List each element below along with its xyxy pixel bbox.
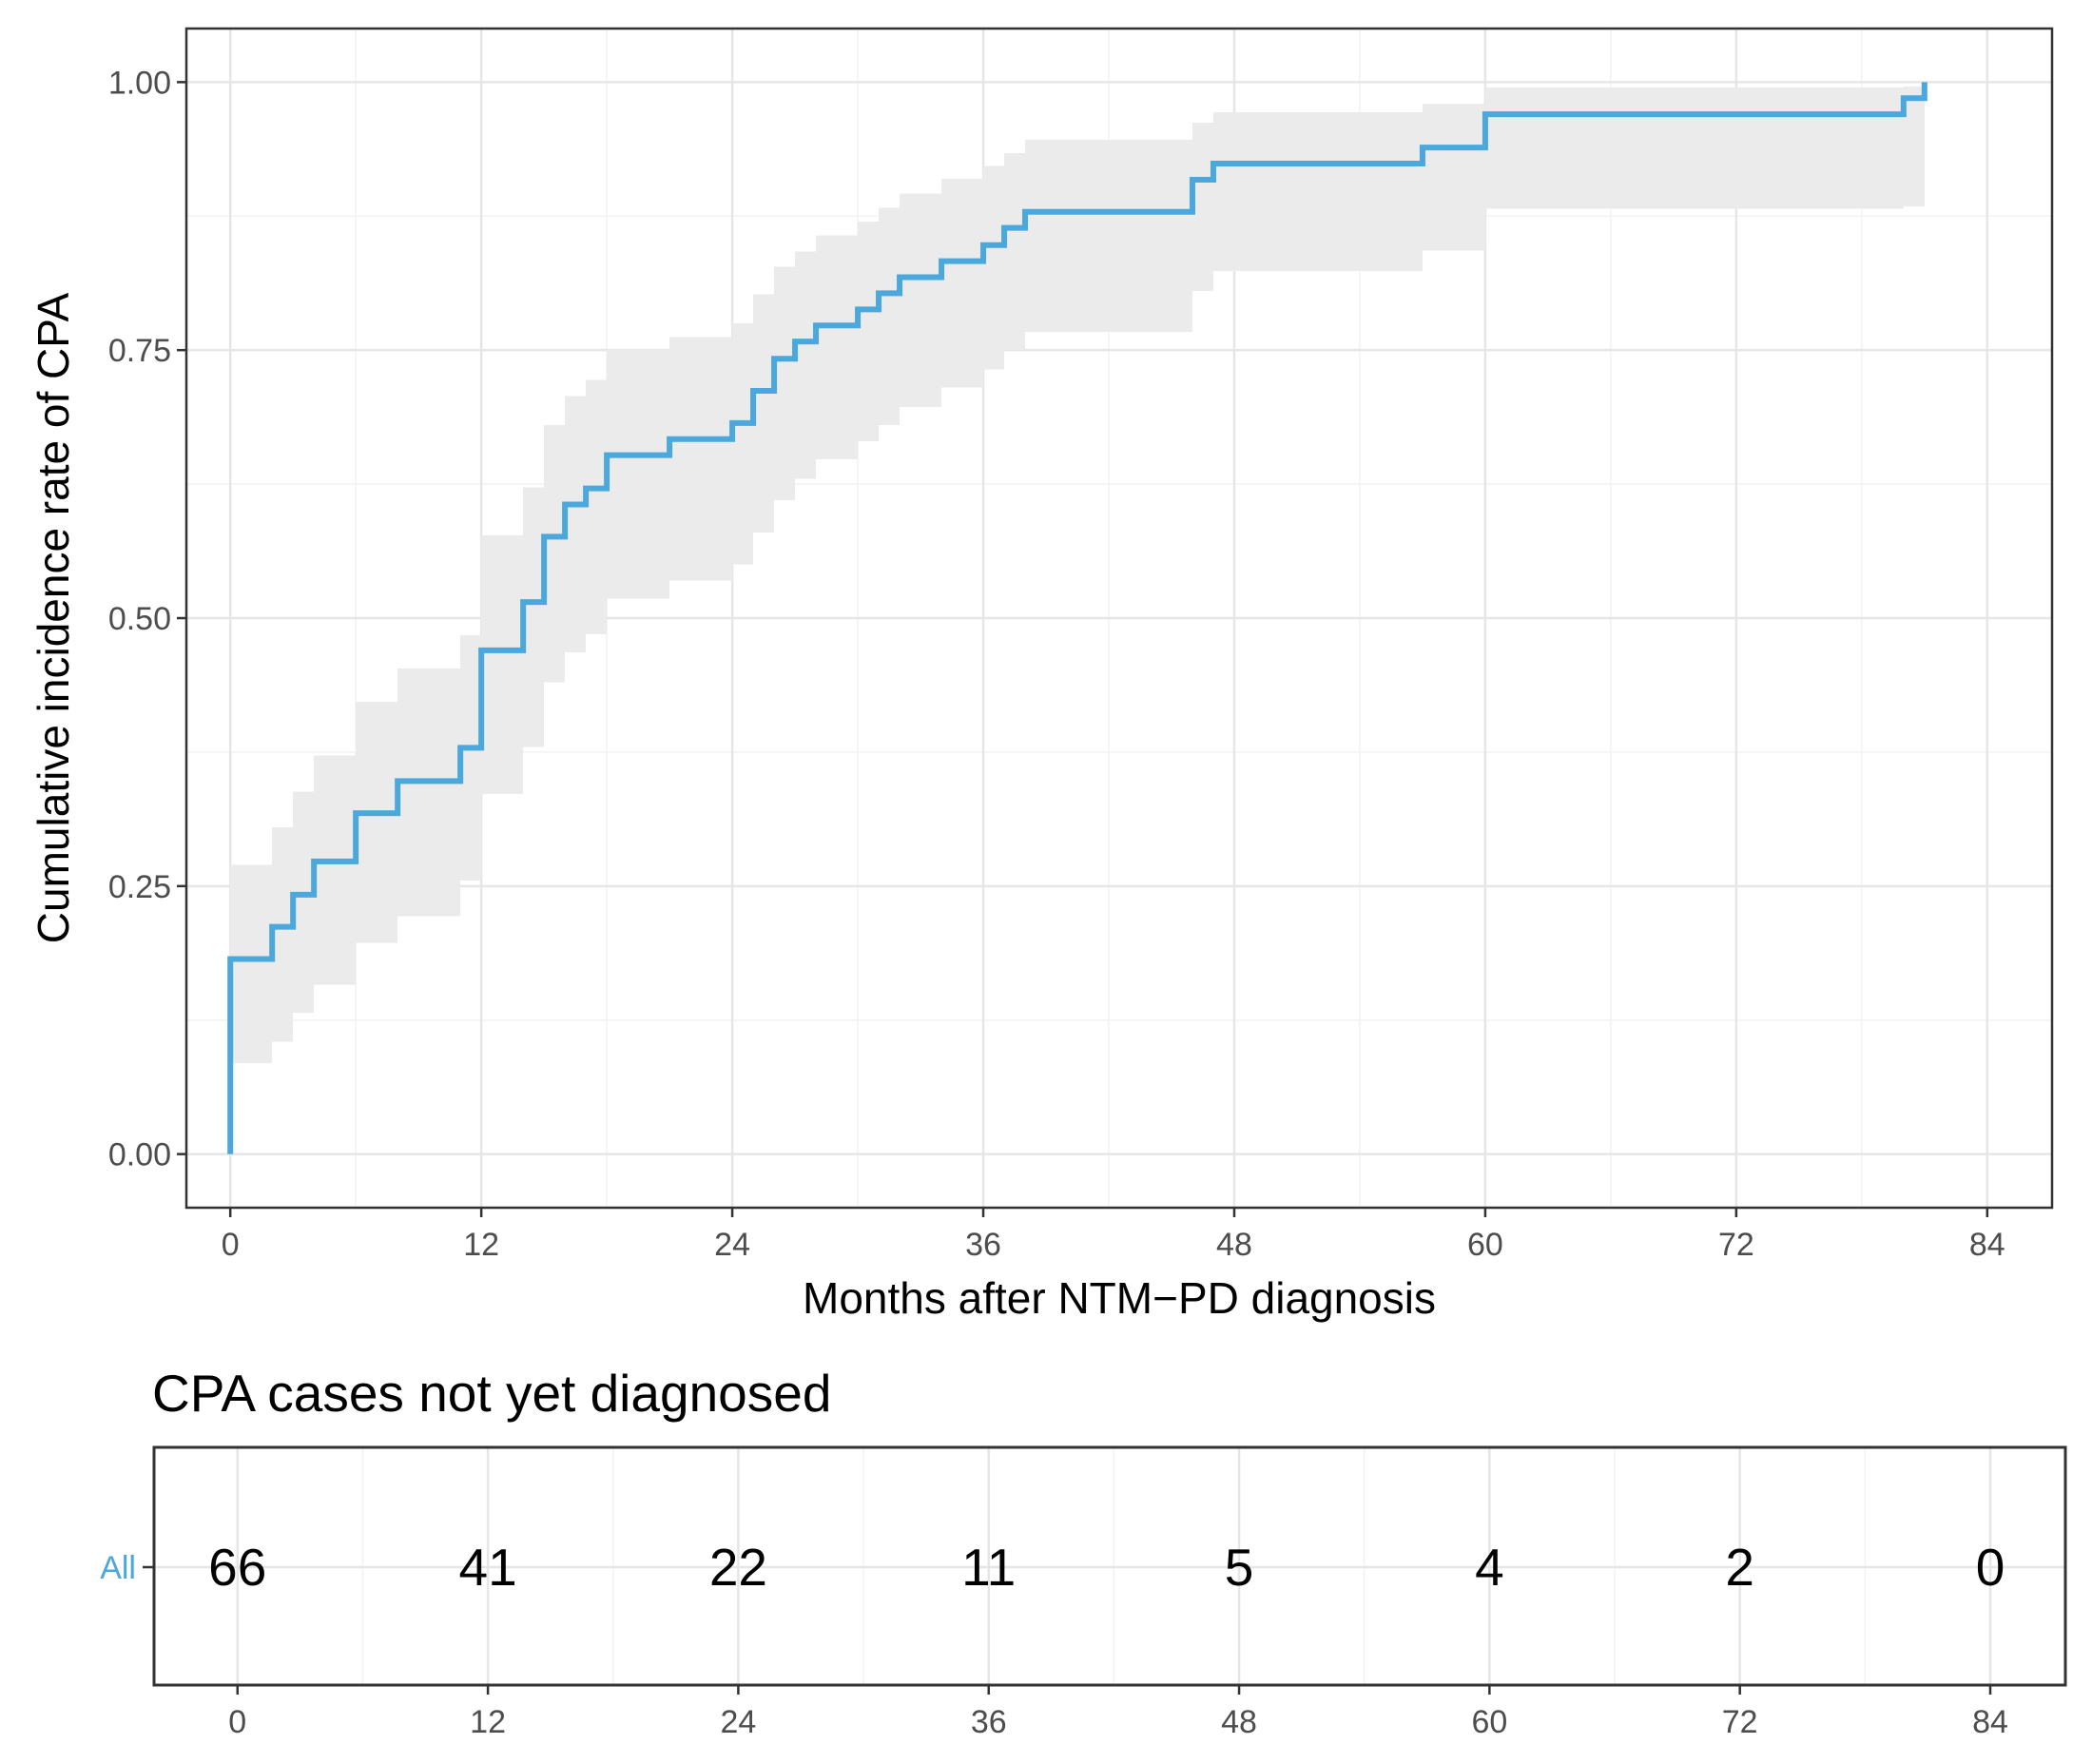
x-tick-label: 72 xyxy=(1718,1227,1754,1263)
confidence-band-step xyxy=(816,235,859,460)
confidence-band-step xyxy=(1025,140,1192,333)
x-axis-ticks: 0 12 24 36 48 60 72 84 xyxy=(222,1208,2005,1263)
row-label-all: All xyxy=(100,1550,136,1586)
y-tick-label: 0.00 xyxy=(108,1137,171,1173)
risk-count: 11 xyxy=(961,1538,1016,1597)
x-tick-label: 60 xyxy=(1467,1227,1503,1263)
y-tick-label: 0.75 xyxy=(108,333,171,369)
confidence-band-step xyxy=(1212,111,1423,271)
table-x-tick-label: 60 xyxy=(1471,1704,1507,1740)
confidence-band-step xyxy=(900,193,942,407)
x-tick-label: 24 xyxy=(714,1227,750,1263)
risk-count: 4 xyxy=(1475,1538,1504,1597)
incidence-step-line xyxy=(227,82,1927,1154)
x-tick-label: 0 xyxy=(222,1227,240,1263)
confidence-band-step xyxy=(1004,152,1026,351)
confidence-band-step xyxy=(356,701,398,943)
confidence-band-step xyxy=(460,635,482,882)
confidence-band-step xyxy=(1903,86,1925,207)
confidence-band-step xyxy=(586,379,608,634)
confidence-band-step xyxy=(795,251,817,479)
y-tick-label: 0.50 xyxy=(108,601,171,637)
x-tick-label: 36 xyxy=(965,1227,1001,1263)
risk-count: 0 xyxy=(1976,1538,2005,1597)
y-axis-label: Cumulative incidence rate of CPA xyxy=(29,293,78,944)
risk-count: 41 xyxy=(458,1538,516,1597)
y-tick-label: 0.25 xyxy=(108,869,171,905)
table-x-tick-label: 72 xyxy=(1722,1704,1758,1740)
confidence-band-step xyxy=(732,323,754,565)
risk-count: 66 xyxy=(208,1538,266,1597)
confidence-band-step xyxy=(774,266,796,500)
confidence-band-step xyxy=(230,864,273,1063)
confidence-band-step xyxy=(272,826,294,1042)
table-x-axis-ticks: 0 12 24 36 48 60 72 84 xyxy=(228,1685,2008,1740)
table-grid xyxy=(154,1447,2065,1685)
incidence-chart: 0.00 0.25 0.50 0.75 1.00 0 12 24 36 48 60 72 84 Mon… xyxy=(29,27,2054,1323)
confidence-band-step xyxy=(753,294,775,533)
confidence-band-step xyxy=(858,221,880,441)
table-values: 66 41 22 11 5 4 2 0 xyxy=(208,1538,2005,1597)
incidence-curve xyxy=(227,82,1927,1154)
table-x-tick-label: 0 xyxy=(228,1704,246,1740)
table-x-tick-label: 36 xyxy=(971,1704,1007,1740)
confidence-band-step xyxy=(879,207,901,426)
confidence-band-step xyxy=(314,755,357,985)
x-tick-label: 84 xyxy=(1969,1227,2005,1263)
confidence-band-step xyxy=(669,337,733,581)
risk-count: 2 xyxy=(1725,1538,1754,1597)
risk-table: CPA cases not yet diagnosed 66 41 22 11 5 4 2 0… xyxy=(100,1364,2067,1740)
y-tick-label: 1.00 xyxy=(108,65,171,101)
confidence-band-step xyxy=(607,350,670,599)
table-x-tick-label: 24 xyxy=(720,1704,756,1740)
confidence-band-step xyxy=(293,791,315,1013)
confidence-band-step xyxy=(544,425,566,683)
confidence-band-step xyxy=(565,396,587,653)
risk-count: 5 xyxy=(1225,1538,1254,1597)
risk-count: 22 xyxy=(709,1538,767,1597)
confidence-band-step xyxy=(1191,123,1213,292)
x-tick-label: 12 xyxy=(463,1227,499,1263)
confidence-band-step xyxy=(523,487,545,747)
table-x-tick-label: 12 xyxy=(470,1704,506,1740)
table-x-tick-label: 84 xyxy=(1972,1704,2008,1740)
confidence-band-step xyxy=(983,165,1005,370)
table-x-tick-label: 48 xyxy=(1221,1704,1257,1740)
confidence-band-step xyxy=(481,535,524,794)
x-axis-label: Months after NTM−PD diagnosis xyxy=(803,1273,1436,1323)
y-axis-ticks: 0.00 0.25 0.50 0.75 1.00 xyxy=(108,65,186,1173)
confidence-band-step xyxy=(941,178,984,388)
confidence-band-step xyxy=(397,668,461,917)
confidence-band-step xyxy=(1422,103,1485,251)
risk-table-title: CPA cases not yet diagnosed xyxy=(152,1364,831,1423)
confidence-band xyxy=(230,86,1925,1063)
confidence-band-step xyxy=(1484,87,1904,209)
x-tick-label: 48 xyxy=(1216,1227,1252,1263)
